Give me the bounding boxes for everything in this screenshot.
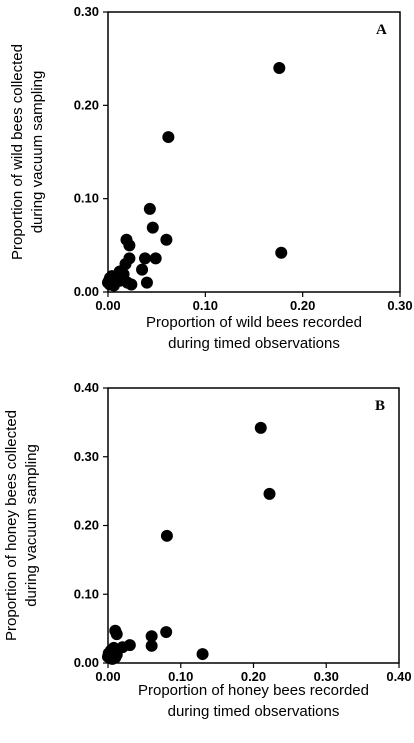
x-tick-label: 0.40: [386, 669, 411, 684]
y-tick-label: 0.20: [74, 97, 99, 112]
x-tick-label: 0.00: [95, 298, 120, 313]
data-point: [162, 131, 175, 144]
x-tick-label: 0.10: [193, 298, 218, 313]
data-point: [110, 628, 123, 641]
x-tick-label: 0.00: [95, 669, 120, 684]
panel-A: 0.00 0.10 0.20 0.30 0.00 0.10 0.20 0.30 Proporti…: [9, 4, 413, 352]
data-point: [254, 421, 267, 434]
panel-label: A: [376, 22, 387, 38]
x-axis-label: Proportion of honey bees recorded: [138, 682, 369, 699]
y-tick-label: 0.20: [74, 518, 99, 533]
data-point: [145, 639, 158, 652]
data-point: [149, 252, 162, 265]
x-tick-label: 0.30: [314, 669, 339, 684]
data-point: [143, 202, 156, 215]
y-tick-label: 0.00: [74, 655, 99, 670]
data-point: [110, 648, 123, 661]
x-axis-label: during timed observations: [168, 335, 340, 352]
data-point: [160, 626, 173, 639]
x-axis-label: during timed observations: [168, 703, 340, 720]
plot-frame: [107, 11, 401, 293]
y-tick-label: 0.10: [74, 586, 99, 601]
x-axis-label: Proportion of wild bees recorded: [146, 314, 362, 331]
y-tick-label: 0.30: [74, 4, 99, 19]
data-point: [140, 276, 153, 289]
y-tick-label: 0.40: [74, 380, 99, 395]
x-tick-label: 0.10: [168, 669, 193, 684]
data-point: [275, 246, 288, 259]
y-axis-label: Proportion of honey bees collected: [3, 410, 20, 641]
x-tick-label: 0.30: [387, 298, 412, 313]
data-point: [196, 648, 209, 661]
data-point: [145, 630, 158, 643]
y-tick-label: 0.30: [74, 449, 99, 464]
data-point: [125, 278, 138, 291]
data-point: [138, 252, 151, 265]
panel-label: B: [375, 398, 385, 414]
y-tick-label: 0.00: [74, 284, 99, 299]
data-point: [136, 263, 149, 276]
y-tick-label: 0.10: [74, 191, 99, 206]
data-point: [160, 529, 173, 542]
data-point: [273, 62, 286, 74]
data-point: [160, 233, 173, 246]
x-tick-label: 0.20: [290, 298, 315, 313]
data-point: [146, 221, 159, 234]
data-point: [263, 487, 276, 500]
data-point: [123, 239, 136, 252]
y-axis-label: during vacuum sampling: [23, 444, 40, 607]
y-axis-label: Proportion of wild bees collected: [9, 44, 26, 260]
plot-frame: [107, 387, 400, 664]
panel-B: 0.00 0.10 0.20 0.30 0.40 0.00 0.10 0.20 0.30 0.40…: [3, 380, 412, 720]
y-axis-label: during vacuum sampling: [29, 71, 46, 234]
x-tick-label: 0.20: [241, 669, 266, 684]
